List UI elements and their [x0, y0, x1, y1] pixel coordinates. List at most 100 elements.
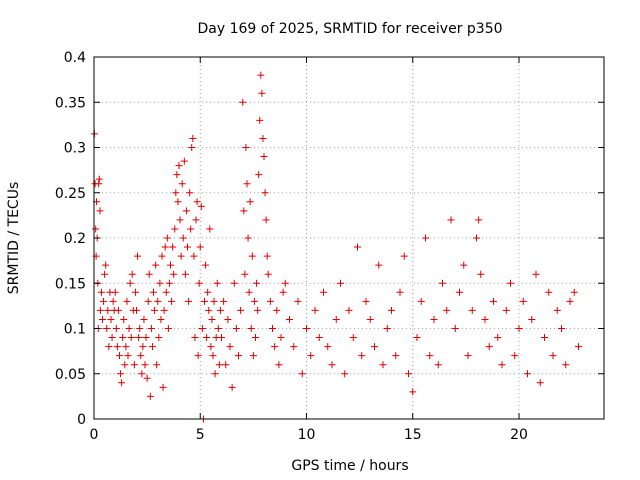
- data-point: [118, 379, 126, 387]
- data-point: [494, 334, 502, 342]
- data-point: [307, 352, 315, 360]
- data-point: [281, 279, 289, 287]
- data-point: [198, 325, 206, 332]
- data-point: [141, 361, 149, 369]
- axis-ticks: 0 0.05 0.1 0.15 0.2 0.25 0.3 0.35 0.4 0 5 10 15 20: [55, 50, 604, 443]
- data-point: [137, 352, 145, 360]
- data-point: [120, 315, 128, 323]
- data-point: [396, 288, 404, 296]
- data-point: [383, 325, 391, 332]
- data-point: [187, 225, 195, 233]
- data-point: [269, 325, 276, 332]
- data-point: [186, 189, 194, 197]
- data-point: [108, 334, 116, 342]
- data-point: [96, 207, 104, 215]
- x-axis-title: GPS time / hours: [291, 458, 408, 474]
- data-point: [143, 374, 151, 382]
- data-point: [371, 343, 378, 351]
- data-point: [203, 334, 211, 342]
- data-point: [180, 157, 188, 165]
- data-point: [388, 306, 395, 314]
- data-point: [379, 361, 387, 369]
- data-point: [558, 325, 565, 332]
- data-point: [117, 370, 125, 378]
- data-point: [258, 89, 266, 97]
- data-point: [207, 343, 215, 351]
- data-point: [215, 361, 223, 369]
- data-point: [243, 180, 251, 188]
- chart-title: Day 169 of 2025, SRMTID for receiver p35…: [197, 21, 502, 37]
- data-point: [150, 288, 157, 296]
- data-point: [362, 297, 370, 305]
- data-point: [172, 189, 180, 197]
- data-point: [324, 343, 332, 351]
- data-point: [477, 270, 485, 278]
- data-point: [153, 361, 161, 369]
- x-tick-label: 20: [510, 427, 528, 443]
- data-point: [152, 261, 160, 269]
- data-point: [515, 325, 523, 332]
- data-point: [271, 343, 279, 351]
- data-point: [259, 134, 267, 142]
- data-point: [261, 189, 269, 197]
- data-point: [109, 297, 117, 305]
- data-point: [169, 243, 177, 251]
- data-point: [481, 315, 489, 323]
- data-point: [241, 270, 249, 278]
- data-point: [196, 243, 204, 251]
- data-point: [168, 297, 176, 305]
- data-point: [174, 198, 182, 206]
- data-point: [244, 234, 252, 242]
- data-point: [254, 306, 262, 314]
- data-point: [257, 71, 265, 79]
- data-point: [148, 343, 156, 351]
- data-point: [211, 370, 219, 378]
- data-point: [142, 334, 150, 342]
- data-point: [345, 306, 353, 314]
- data-point: [430, 315, 438, 323]
- data-point: [133, 306, 140, 314]
- data-point: [195, 279, 203, 287]
- data-point: [124, 352, 132, 360]
- data-point: [228, 383, 236, 391]
- data-point: [468, 306, 476, 314]
- y-tick-label: 0.15: [55, 276, 86, 292]
- data-point: [175, 162, 183, 170]
- data-point: [193, 198, 201, 206]
- data-point: [253, 279, 261, 287]
- y-tick-label: 0.25: [55, 186, 86, 202]
- data-point: [490, 297, 497, 305]
- data-point: [328, 361, 336, 369]
- data-point: [245, 288, 253, 296]
- data-point: [178, 180, 186, 188]
- y-tick-label: 0.3: [64, 141, 86, 157]
- data-point: [451, 325, 459, 332]
- data-point: [218, 334, 225, 342]
- data-point: [204, 288, 212, 296]
- data-point: [224, 315, 232, 323]
- data-point: [191, 334, 199, 342]
- data-point: [409, 388, 417, 396]
- data-point: [349, 334, 357, 342]
- data-point: [104, 306, 112, 314]
- data-point: [105, 343, 113, 351]
- scatter-points: [90, 71, 582, 423]
- data-point: [375, 261, 383, 269]
- data-point: [213, 279, 221, 287]
- data-point: [209, 352, 217, 360]
- data-point: [181, 270, 189, 278]
- data-point: [184, 243, 191, 251]
- data-point: [498, 361, 506, 369]
- y-tick-label: 0: [77, 412, 86, 428]
- data-point: [189, 134, 197, 142]
- y-axis-title: SRMTID / TECUs: [6, 182, 22, 295]
- data-point: [101, 270, 109, 278]
- data-point: [279, 288, 287, 296]
- data-point: [502, 306, 510, 314]
- data-point: [151, 306, 159, 314]
- x-tick-label: 15: [404, 427, 422, 443]
- data-point: [475, 216, 483, 224]
- data-point: [139, 343, 147, 351]
- data-point: [464, 352, 472, 360]
